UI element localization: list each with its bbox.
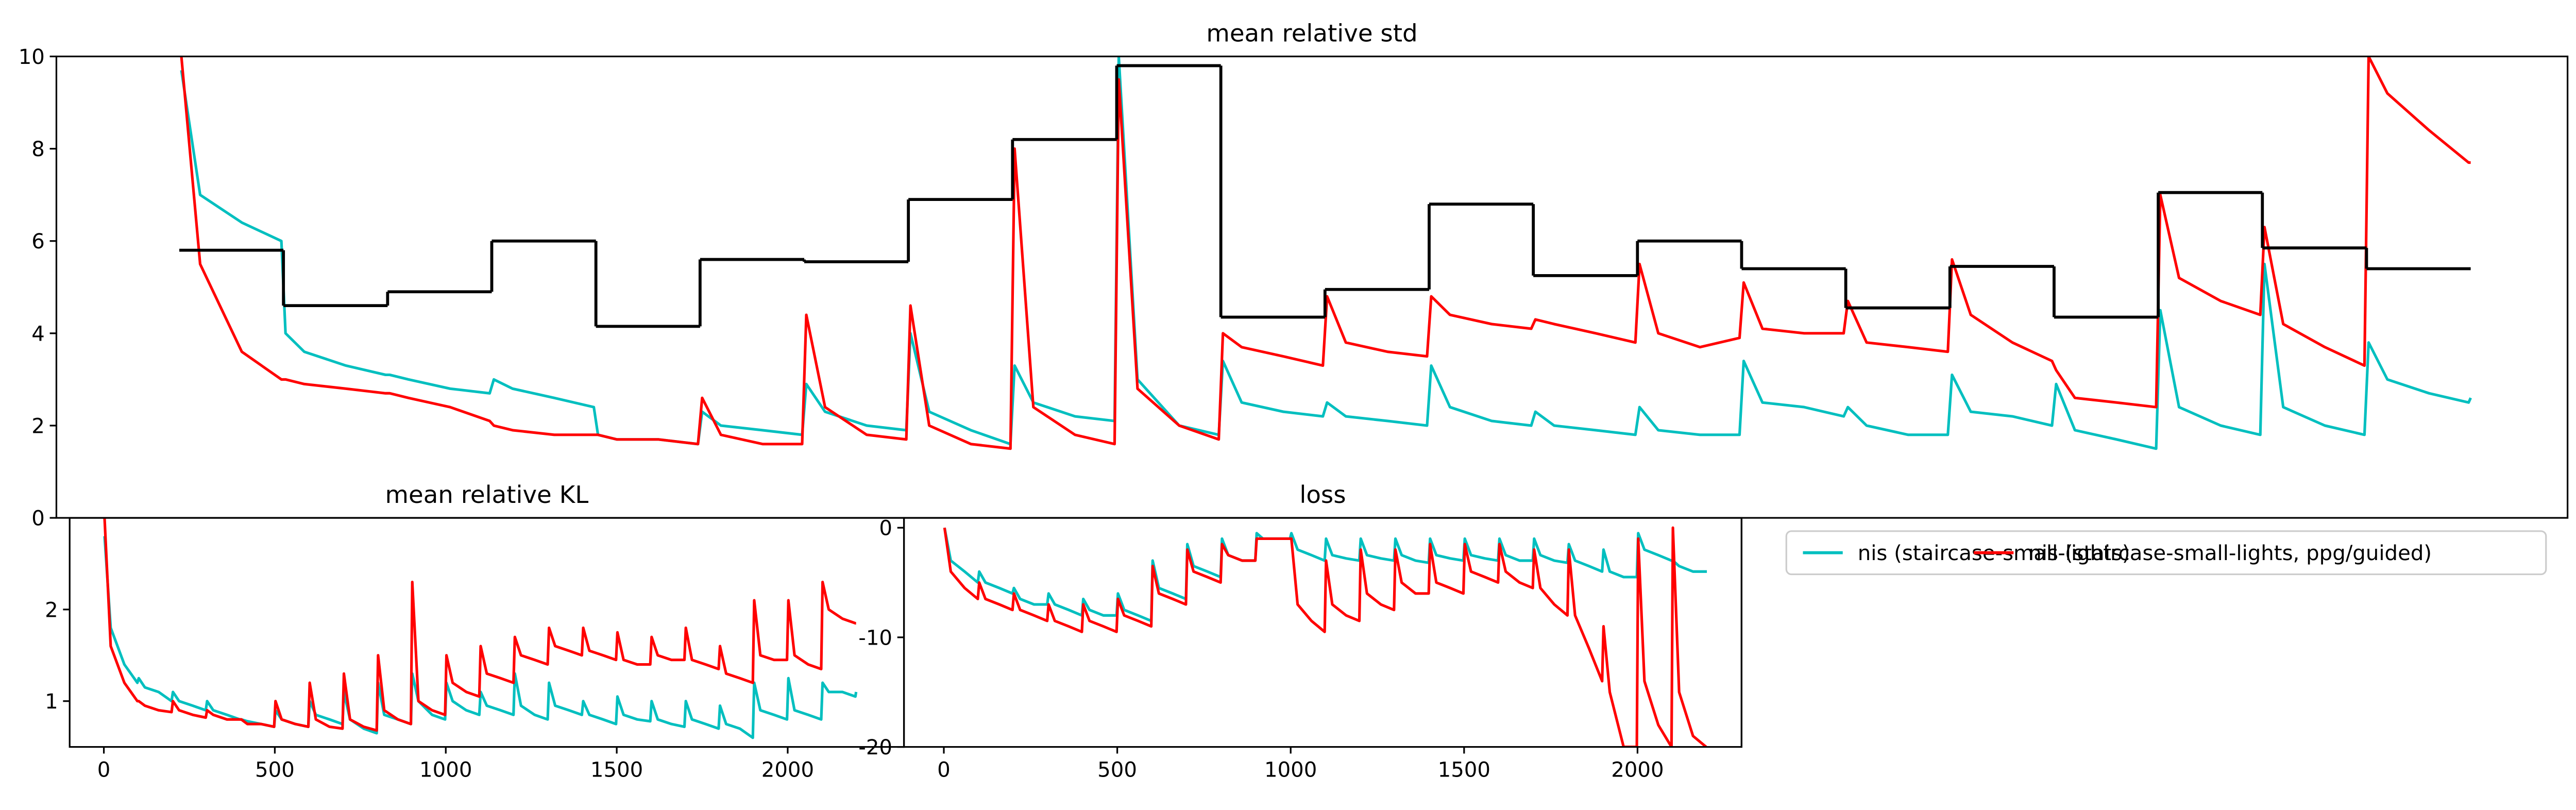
x-tick-label: 2000 — [1611, 758, 1664, 782]
y-tick-label: 8 — [31, 138, 45, 161]
plot-area — [103, 518, 858, 739]
y-tick-label: 0 — [31, 507, 45, 531]
legend-label: nis (staircase-small-lights, ppg/guided) — [2028, 542, 2432, 565]
y-tick-label: 0 — [879, 517, 892, 541]
y-tick-label: 1 — [45, 690, 58, 714]
y-tick-label: 2 — [45, 598, 58, 622]
x-tick-label: 1000 — [1264, 758, 1317, 782]
y-tick-label: 4 — [31, 322, 45, 346]
y-tick-label: 10 — [19, 45, 45, 69]
x-tick-label: 0 — [97, 758, 111, 782]
x-tick-label: 0 — [937, 758, 951, 782]
y-tick-label: -20 — [858, 736, 892, 760]
series-line — [180, 56, 2471, 450]
axes-title: mean relative KL — [385, 481, 589, 509]
x-tick-label: 1000 — [419, 758, 472, 782]
axes-title: loss — [1299, 481, 1346, 509]
y-tick-label: -10 — [858, 626, 892, 650]
plot-area — [179, 56, 2472, 450]
x-tick-label: 500 — [1097, 758, 1137, 782]
x-tick-label: 500 — [255, 758, 295, 782]
axes-frame — [903, 517, 1742, 748]
plot-area — [943, 526, 1708, 747]
x-tick-label: 1500 — [1438, 758, 1490, 782]
y-tick-label: 2 — [31, 414, 45, 438]
series-line — [103, 518, 857, 732]
legend-box — [1785, 530, 2547, 576]
x-tick-label: 2000 — [761, 758, 814, 782]
x-tick-label: 1500 — [590, 758, 643, 782]
series-line — [943, 526, 1708, 747]
y-tick-label: 6 — [31, 230, 45, 254]
axes-title: mean relative std — [1206, 20, 1417, 48]
series-line — [943, 527, 1708, 622]
series-line — [180, 56, 2472, 450]
